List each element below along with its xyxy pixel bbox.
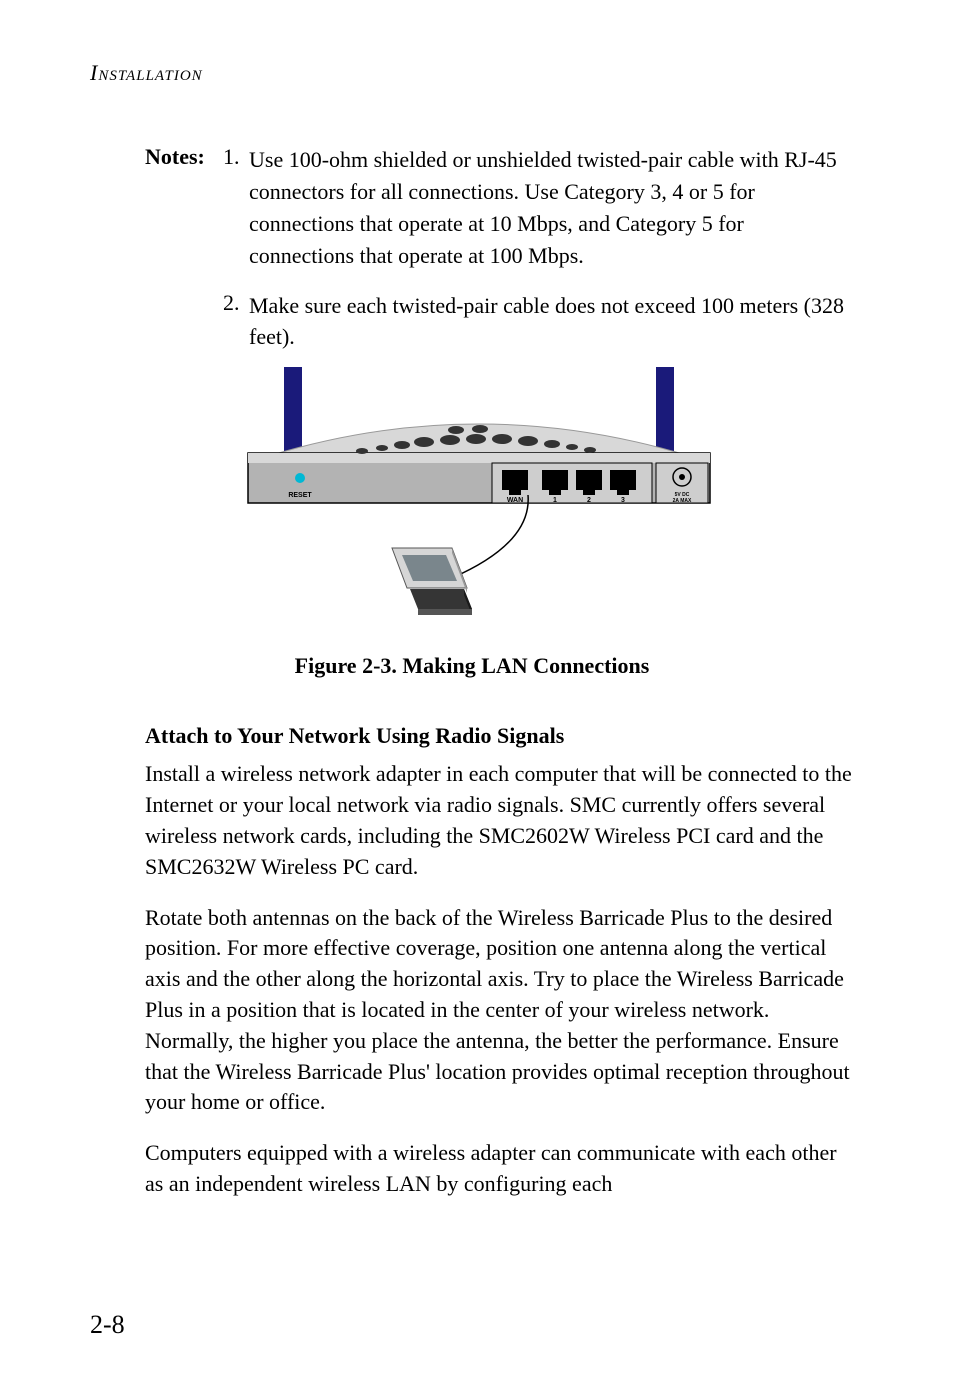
note-text: Use 100-ohm shielded or unshielded twist… [249, 144, 854, 272]
notes-block: Notes: 1. Use 100-ohm shielded or unshie… [145, 144, 854, 353]
router-diagram-svg: RESET WAN 1 2 3 5V DC 2A M [192, 363, 752, 643]
section-heading: Attach to Your Network Using Radio Signa… [145, 723, 854, 749]
body-paragraph-1: Install a wireless network adapter in ea… [145, 759, 854, 882]
page-header: Installation [90, 60, 854, 86]
note-item-2: 2. Make sure each twisted-pair cable doe… [145, 290, 854, 354]
svg-text:2: 2 [587, 497, 591, 504]
svg-text:3: 3 [621, 497, 625, 504]
figure-caption: Figure 2-3. Making LAN Connections [90, 653, 854, 679]
notes-label: Notes: [145, 144, 223, 272]
note-number: 1. [223, 144, 249, 272]
body-paragraph-3: Computers equipped with a wireless adapt… [145, 1138, 854, 1200]
note-item-1: Notes: 1. Use 100-ohm shielded or unshie… [145, 144, 854, 272]
svg-text:1: 1 [553, 497, 557, 504]
page-number: 2-8 [90, 1310, 125, 1340]
computer-icon [392, 548, 472, 615]
notes-label-spacer [145, 290, 223, 354]
note-text: Make sure each twisted-pair cable does n… [249, 290, 854, 354]
body-paragraph-2: Rotate both antennas on the back of the … [145, 903, 854, 1119]
note-number: 2. [223, 290, 249, 354]
svg-text:2A MAX: 2A MAX [673, 498, 692, 504]
wan-label: WAN [507, 497, 523, 504]
reset-label: RESET [288, 492, 312, 499]
figure-illustration: RESET WAN 1 2 3 5V DC 2A M [90, 363, 854, 643]
